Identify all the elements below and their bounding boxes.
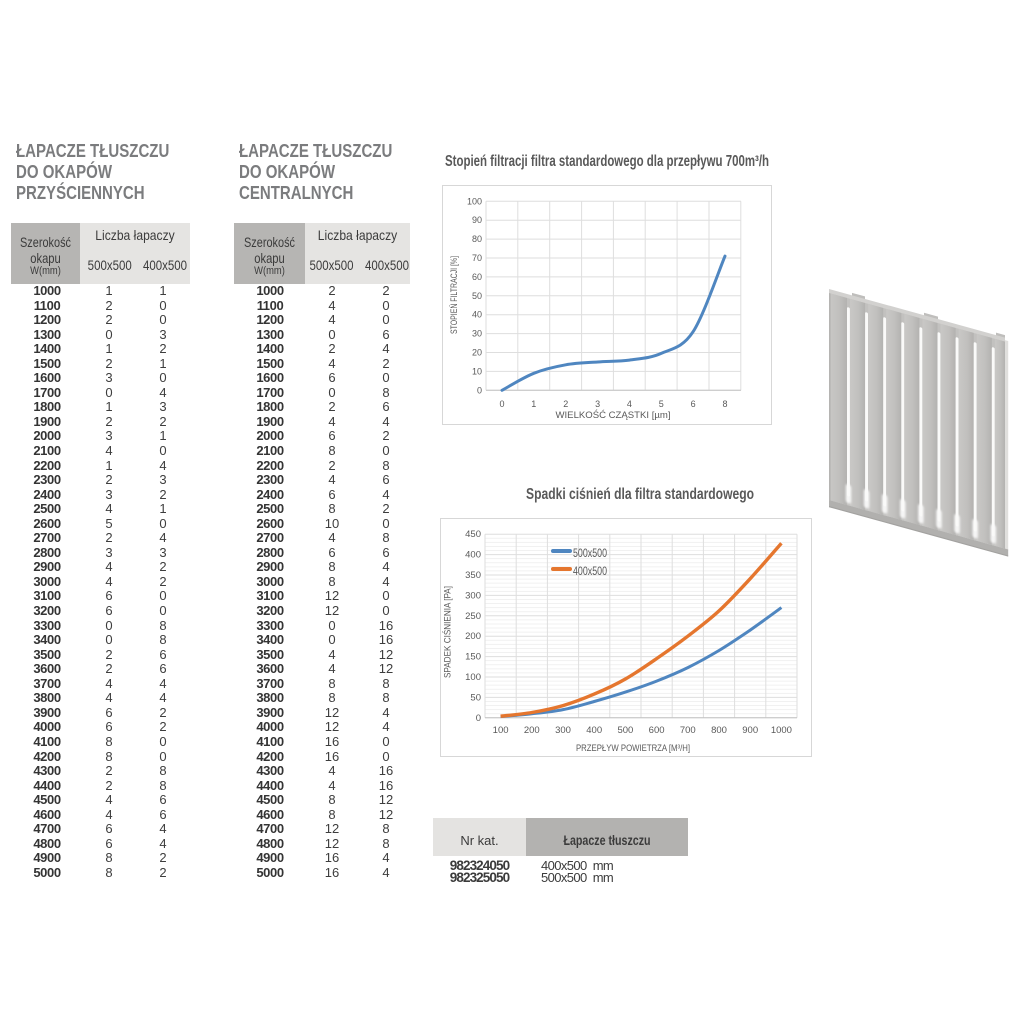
svg-text:200: 200 <box>465 631 481 642</box>
svg-text:800: 800 <box>711 725 727 736</box>
svg-text:Stopień filtracji filtra stand: Stopień filtracji filtra standardowego d… <box>445 153 769 170</box>
svg-text:300: 300 <box>465 590 481 601</box>
svg-text:0: 0 <box>499 399 504 409</box>
svg-text:50: 50 <box>470 692 481 703</box>
svg-text:0: 0 <box>477 385 482 395</box>
svg-text:100: 100 <box>467 196 482 206</box>
svg-text:20: 20 <box>472 348 482 358</box>
svg-text:400: 400 <box>586 725 602 736</box>
svg-text:400: 400 <box>465 550 481 561</box>
svg-text:8: 8 <box>722 399 727 409</box>
svg-text:WIELKOŚĆ CZĄSTKI [µm]: WIELKOŚĆ CZĄSTKI [µm] <box>556 409 671 421</box>
svg-text:500: 500 <box>617 725 633 736</box>
svg-text:3: 3 <box>595 399 600 409</box>
svg-text:400x500: 400x500 <box>573 564 607 578</box>
svg-text:70: 70 <box>472 253 482 263</box>
svg-text:SPADEK CIŚNIENIA [PA]: SPADEK CIŚNIENIA [PA] <box>442 586 453 678</box>
svg-text:6: 6 <box>691 399 696 409</box>
svg-text:700: 700 <box>680 725 696 736</box>
svg-text:350: 350 <box>465 570 481 581</box>
svg-text:250: 250 <box>465 611 481 622</box>
svg-text:2: 2 <box>563 399 568 409</box>
svg-text:100: 100 <box>465 672 481 683</box>
svg-text:80: 80 <box>472 234 482 244</box>
svg-text:60: 60 <box>472 272 482 282</box>
svg-text:500x500: 500x500 <box>573 546 607 560</box>
svg-text:900: 900 <box>742 725 758 736</box>
svg-text:450: 450 <box>465 529 481 540</box>
svg-text:STOPIEŃ FILTRACJI [%]: STOPIEŃ FILTRACJI [%] <box>449 256 459 334</box>
svg-text:4: 4 <box>627 399 632 409</box>
svg-text:10: 10 <box>472 366 482 376</box>
svg-text:600: 600 <box>649 725 665 736</box>
svg-text:1: 1 <box>531 399 536 409</box>
svg-text:0: 0 <box>476 713 481 724</box>
svg-text:90: 90 <box>472 215 482 225</box>
svg-text:150: 150 <box>465 652 481 663</box>
svg-text:1000: 1000 <box>771 725 792 736</box>
svg-text:PRZEPŁYW POWIETRZA [M³/H]: PRZEPŁYW POWIETRZA [M³/H] <box>576 743 690 754</box>
svg-text:Spadki ciśnień dla filtra stan: Spadki ciśnień dla filtra standardowego <box>526 486 754 503</box>
svg-text:300: 300 <box>555 725 571 736</box>
svg-text:100: 100 <box>493 725 509 736</box>
svg-text:200: 200 <box>524 725 540 736</box>
svg-text:30: 30 <box>472 329 482 339</box>
svg-text:40: 40 <box>472 310 482 320</box>
svg-text:5: 5 <box>659 399 664 409</box>
svg-text:50: 50 <box>472 291 482 301</box>
